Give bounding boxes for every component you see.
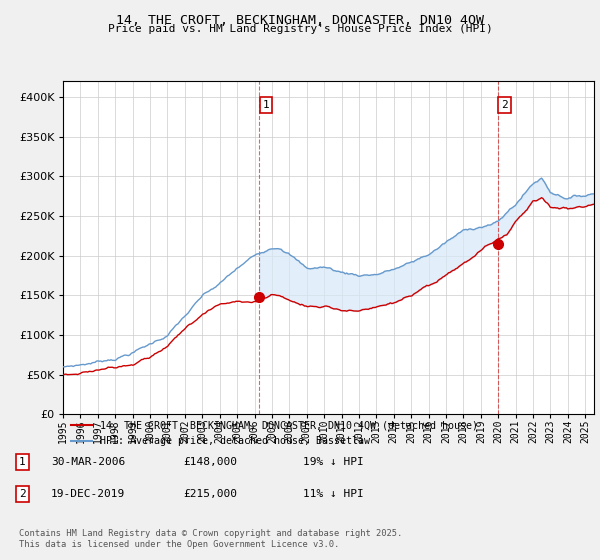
Text: 30-MAR-2006: 30-MAR-2006: [51, 457, 125, 467]
Text: 2: 2: [19, 489, 26, 499]
Text: HPI: Average price, detached house, Bassetlaw: HPI: Average price, detached house, Bass…: [100, 436, 370, 446]
Text: £148,000: £148,000: [183, 457, 237, 467]
Text: 1: 1: [19, 457, 26, 467]
Text: £215,000: £215,000: [183, 489, 237, 499]
Text: 11% ↓ HPI: 11% ↓ HPI: [303, 489, 364, 499]
Text: 14, THE CROFT, BECKINGHAM, DONCASTER, DN10 4QW (detached house): 14, THE CROFT, BECKINGHAM, DONCASTER, DN…: [100, 420, 478, 430]
Text: 19% ↓ HPI: 19% ↓ HPI: [303, 457, 364, 467]
Text: Price paid vs. HM Land Registry's House Price Index (HPI): Price paid vs. HM Land Registry's House …: [107, 24, 493, 34]
Text: Contains HM Land Registry data © Crown copyright and database right 2025.
This d: Contains HM Land Registry data © Crown c…: [19, 529, 403, 549]
Text: 14, THE CROFT, BECKINGHAM, DONCASTER, DN10 4QW: 14, THE CROFT, BECKINGHAM, DONCASTER, DN…: [116, 14, 484, 27]
Text: 1: 1: [262, 100, 269, 110]
Text: 2: 2: [501, 100, 508, 110]
Text: 19-DEC-2019: 19-DEC-2019: [51, 489, 125, 499]
